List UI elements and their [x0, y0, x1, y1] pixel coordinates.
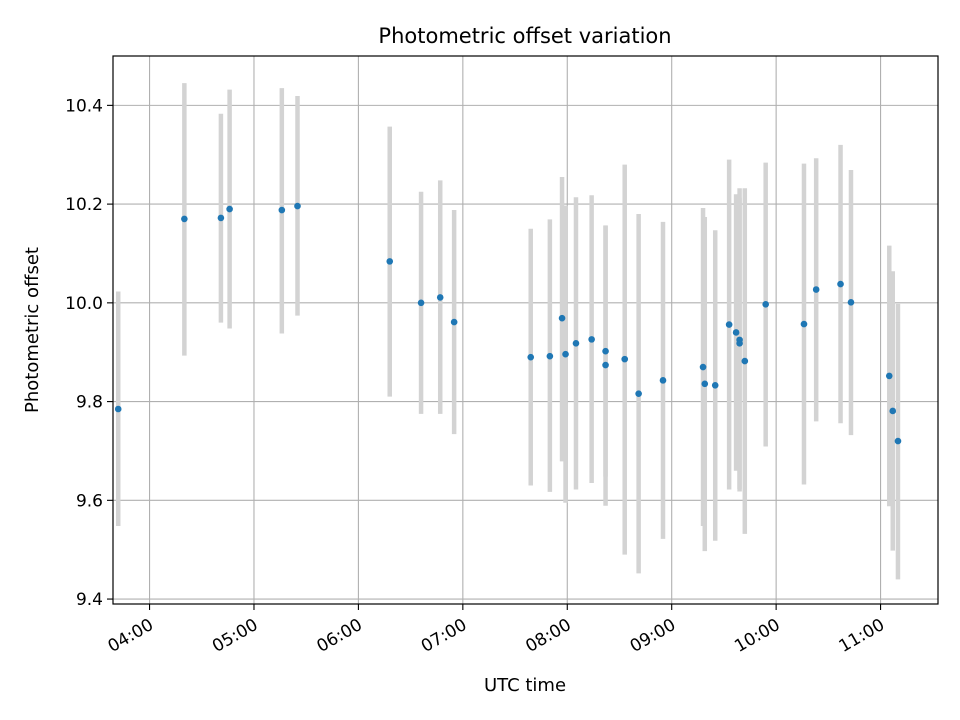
- data-point: [294, 202, 301, 210]
- chart-title: Photometric offset variation: [378, 24, 671, 48]
- grid: [113, 56, 938, 604]
- data-point: [450, 318, 458, 326]
- y-tick-label: 10.2: [65, 195, 103, 215]
- data-point: [847, 299, 855, 306]
- data-point: [558, 314, 566, 322]
- y-tick-label: 9.4: [76, 590, 103, 610]
- y-tick-label: 10.0: [65, 294, 103, 314]
- data-point: [889, 407, 897, 415]
- data-points: [114, 202, 902, 445]
- data-point: [181, 215, 188, 223]
- data-point: [602, 361, 609, 369]
- plot-frame: [112, 55, 939, 605]
- data-point: [562, 350, 569, 358]
- data-point: [837, 280, 844, 288]
- data-point: [659, 377, 667, 384]
- data-point: [527, 353, 535, 361]
- data-point: [278, 206, 286, 214]
- y-tick-label: 9.6: [76, 491, 103, 511]
- data-point: [226, 205, 233, 213]
- data-point: [894, 437, 902, 445]
- data-point: [572, 340, 580, 347]
- data-point: [711, 381, 719, 389]
- data-point: [885, 372, 893, 380]
- data-point: [217, 214, 225, 222]
- y-tick-label: 9.8: [76, 393, 103, 413]
- data-point: [732, 329, 740, 336]
- data-point: [114, 405, 122, 413]
- data-point: [386, 258, 394, 265]
- y-tick-label: 10.4: [65, 96, 103, 116]
- data-point: [701, 380, 709, 388]
- data-point: [621, 355, 629, 363]
- data-point: [602, 347, 609, 355]
- data-point: [812, 286, 820, 293]
- data-point: [800, 320, 808, 328]
- data-point: [546, 352, 554, 360]
- x-axis-title: UTC time: [484, 675, 566, 696]
- data-point: [436, 294, 444, 301]
- data-point: [762, 301, 769, 308]
- y-axis-ticks: 9.4 9.6 9.8 10.0 10.2 10.4: [65, 96, 113, 610]
- data-point: [588, 336, 595, 343]
- data-point: [635, 390, 642, 397]
- data-point: [736, 340, 743, 347]
- data-point: [741, 357, 749, 365]
- data-point: [417, 299, 425, 307]
- y-axis-title: Photometric offset: [22, 247, 43, 413]
- data-point: [725, 321, 733, 328]
- data-point: [699, 363, 707, 371]
